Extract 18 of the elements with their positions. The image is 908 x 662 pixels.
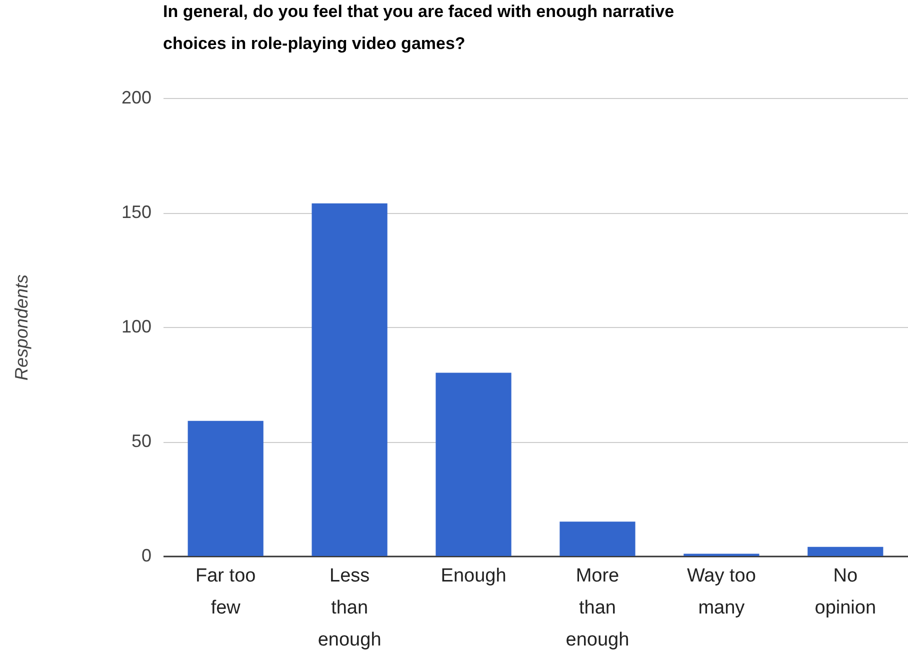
x-tick-label: Enough — [440, 566, 506, 586]
x-tick-label: No opinion — [814, 566, 876, 618]
y-tick-label: 200 — [121, 88, 152, 108]
y-axis-title: Respondents — [12, 274, 32, 381]
y-tick-label: 150 — [121, 202, 152, 222]
y-tick-label: 50 — [131, 431, 152, 451]
bar — [188, 420, 264, 556]
chart-title: In general, do you feel that you are faced with enough narrative choices in role-playing video games? — [163, 2, 674, 53]
y-tick-label: 0 — [141, 546, 152, 566]
x-tick-label: Far too few — [196, 566, 256, 618]
y-tick-label: 100 — [121, 316, 152, 336]
x-tick-label: More than enough — [566, 566, 630, 650]
bar — [560, 522, 636, 556]
bar — [808, 546, 884, 556]
x-tick-label: Less than enough — [318, 566, 382, 650]
x-tick-label: Way too many — [686, 566, 756, 618]
bar — [312, 203, 388, 556]
bar — [436, 372, 512, 556]
